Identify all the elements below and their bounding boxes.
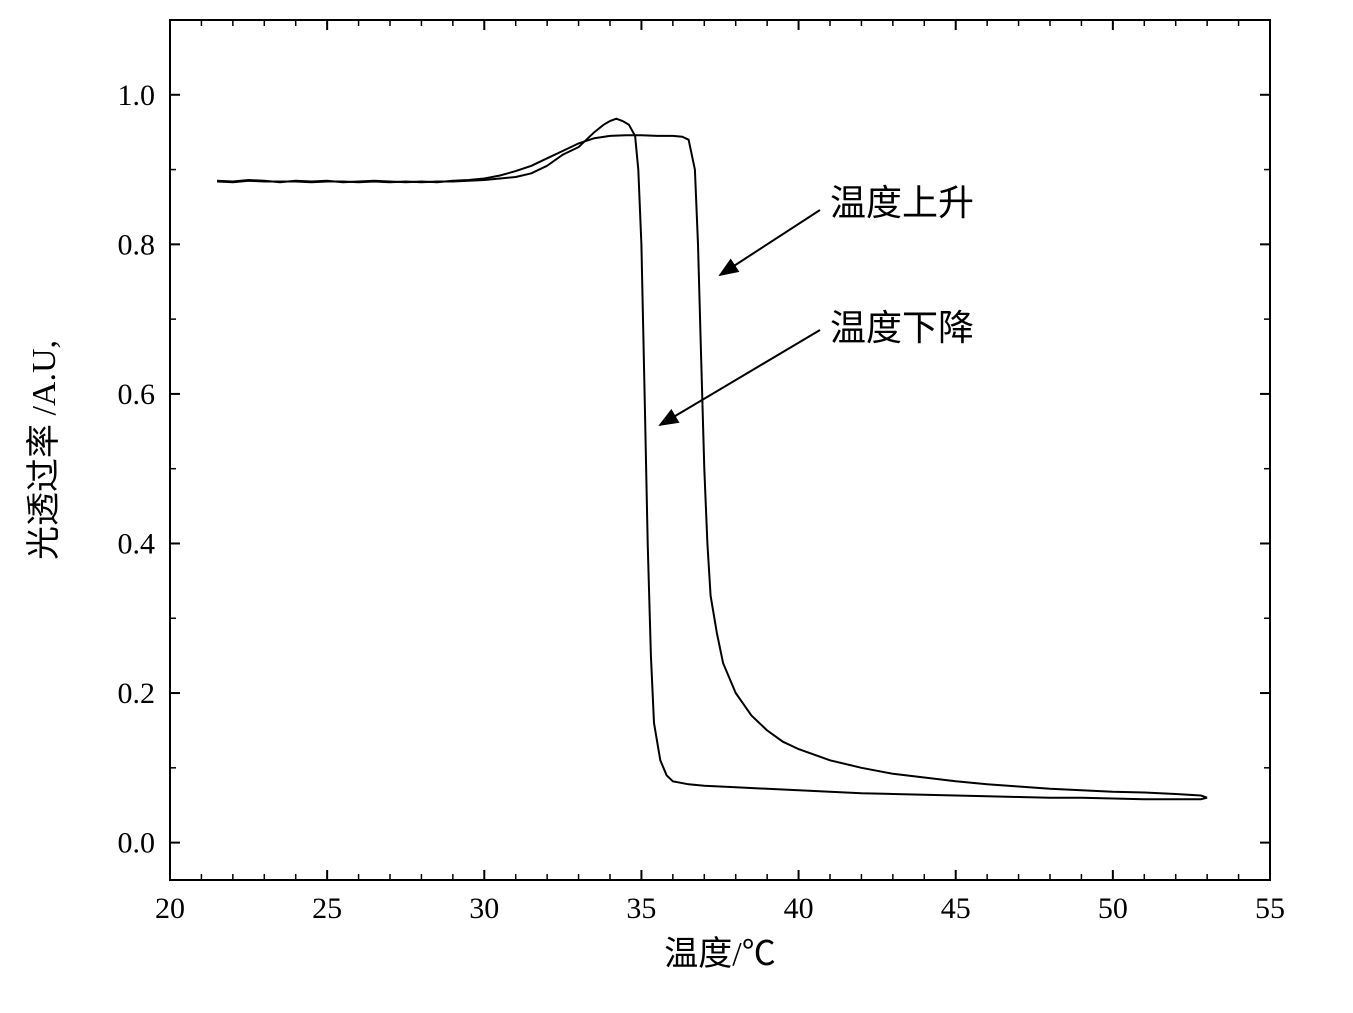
y-tick-label: 0.8 xyxy=(118,228,156,261)
chart-container: 20 25 30 35 40 45 50 55 0.0 0.2 0.4 0.6 0.8 1.0 温度/℃ 光透… xyxy=(0,0,1353,1013)
x-tick-label: 50 xyxy=(1098,892,1128,925)
series-cooling xyxy=(217,119,1207,800)
x-tick-label: 30 xyxy=(469,892,499,925)
y-tick-label: 0.2 xyxy=(118,677,156,710)
y-tick-label: 0.4 xyxy=(118,527,156,560)
y-tick-label: 0.0 xyxy=(118,827,156,860)
heating-label-arrow xyxy=(720,210,820,275)
cooling-label-arrow xyxy=(660,330,820,425)
x-tick-label: 45 xyxy=(941,892,971,925)
y-tick-label: 0.6 xyxy=(118,378,156,411)
x-tick-label: 35 xyxy=(626,892,656,925)
x-tick-label: 20 xyxy=(155,892,185,925)
x-axis-label: 温度/℃ xyxy=(664,935,775,973)
x-tick-label: 55 xyxy=(1255,892,1285,925)
x-tick-label: 25 xyxy=(312,892,342,925)
heating-label: 温度上升 xyxy=(830,183,974,223)
plot-frame xyxy=(170,20,1270,880)
cooling-label: 温度下降 xyxy=(830,308,974,348)
x-tick-label: 40 xyxy=(784,892,814,925)
y-axis-label: 光透过率 /A.U, xyxy=(25,340,63,560)
y-tick-label: 1.0 xyxy=(118,79,156,112)
series-heating xyxy=(217,135,1207,798)
chart-svg: 20 25 30 35 40 45 50 55 0.0 0.2 0.4 0.6 0.8 1.0 温度/℃ 光透… xyxy=(0,0,1353,1013)
